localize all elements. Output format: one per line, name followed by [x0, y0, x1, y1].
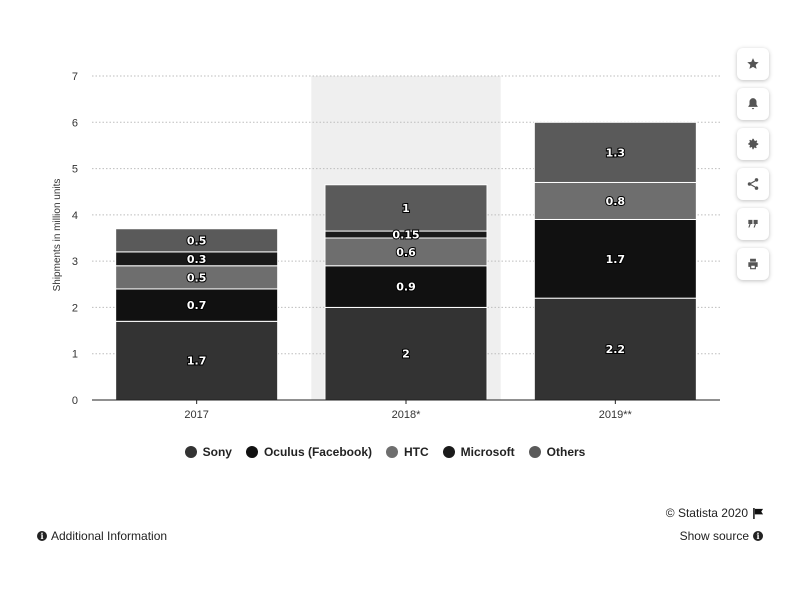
bar-segment[interactable]	[533, 121, 697, 183]
bars	[115, 121, 697, 401]
bar-segment[interactable]	[533, 218, 697, 299]
share-button[interactable]	[737, 168, 769, 200]
data-label: 0.5	[187, 234, 207, 247]
quote-icon	[748, 219, 758, 228]
favorite-button[interactable]	[737, 48, 769, 80]
legend-item[interactable]: Oculus (Facebook)	[245, 445, 372, 459]
legend-item[interactable]: Microsoft	[442, 445, 515, 459]
flag-icon	[753, 507, 764, 519]
data-label: 0.9	[396, 281, 416, 294]
y-axis-title: Shipments in million units	[52, 179, 63, 292]
data-label: 1.3	[606, 146, 626, 159]
show-source-label: Show source	[679, 529, 749, 543]
legend-swatch	[442, 446, 455, 458]
data-label: 0.8	[606, 195, 626, 208]
credit-text: © Statista 2020	[665, 506, 748, 520]
additional-information-link[interactable]: i Additional Information	[37, 529, 167, 543]
data-label: 0.6	[396, 246, 416, 259]
data-label: 2	[402, 348, 410, 361]
y-tick-label: 6	[72, 117, 78, 129]
bar-segment[interactable]	[115, 320, 279, 401]
legend-item[interactable]: Others	[528, 445, 586, 459]
axes: 0 1 2 3 4 5 6 7 2017 2018* 2019**	[72, 71, 720, 421]
y-tick-label: 7	[72, 71, 78, 83]
print-icon	[748, 258, 758, 270]
data-label: 1	[402, 202, 410, 215]
info-icon: i	[753, 531, 763, 541]
legend-label: Oculus (Facebook)	[263, 445, 372, 459]
legend-swatch	[184, 446, 197, 458]
info-icon: i	[37, 531, 47, 541]
settings-button[interactable]	[737, 128, 769, 160]
show-source-link[interactable]: Show source i	[680, 529, 763, 543]
bar-segment[interactable]	[533, 297, 697, 401]
additional-information-label: Additional Information	[51, 529, 168, 543]
legend-label: Others	[546, 445, 586, 459]
bar-segment[interactable]	[324, 237, 488, 267]
legend-swatch	[245, 446, 258, 458]
x-tick-label: 2019**	[599, 409, 633, 421]
y-tick-label: 1	[72, 349, 78, 361]
notification-button[interactable]	[737, 88, 769, 120]
bell-icon	[748, 98, 758, 110]
x-tick-label: 2017	[184, 409, 208, 421]
x-tick-label: 2018*	[392, 409, 421, 421]
y-tick-label: 0	[72, 395, 78, 407]
data-label: 2.2	[606, 343, 626, 356]
legend-item[interactable]: HTC	[386, 445, 429, 459]
legend-label: Sony	[202, 445, 232, 459]
legend-swatch	[386, 446, 398, 458]
legend-swatch	[528, 446, 541, 458]
toolbar	[737, 48, 769, 280]
y-tick-label: 2	[72, 302, 78, 314]
y-tick-label: 5	[72, 164, 78, 176]
share-icon	[747, 178, 759, 190]
data-label: 0.3	[187, 253, 207, 266]
data-labels: 1.7 0.7 0.5 0.3 0.5 2 0.9 0.6 0.15 1 2.2 1.7 0.8 1.3	[186, 145, 626, 368]
data-label: 0.7	[187, 299, 207, 312]
data-label: 0.5	[187, 271, 207, 284]
bar-segment[interactable]	[324, 184, 488, 232]
credit[interactable]: © Statista 2020	[666, 506, 764, 520]
y-tick-label: 4	[72, 210, 78, 222]
legend-item[interactable]: Sony	[184, 445, 232, 459]
legend-label: Microsoft	[460, 445, 515, 459]
legend-label: HTC	[404, 445, 429, 459]
bar-segment[interactable]	[115, 228, 279, 253]
bar-segment[interactable]	[533, 181, 697, 220]
print-button[interactable]	[737, 248, 769, 280]
y-tick-label: 3	[72, 256, 78, 268]
star-icon	[747, 58, 759, 69]
data-label: 0.15	[392, 229, 419, 242]
gear-icon	[748, 138, 759, 150]
data-label: 1.7	[187, 355, 207, 368]
legend: Sony Oculus (Facebook) HTC Microsoft Others	[0, 445, 770, 459]
cite-button[interactable]	[737, 208, 769, 240]
data-label: 1.7	[606, 253, 626, 266]
